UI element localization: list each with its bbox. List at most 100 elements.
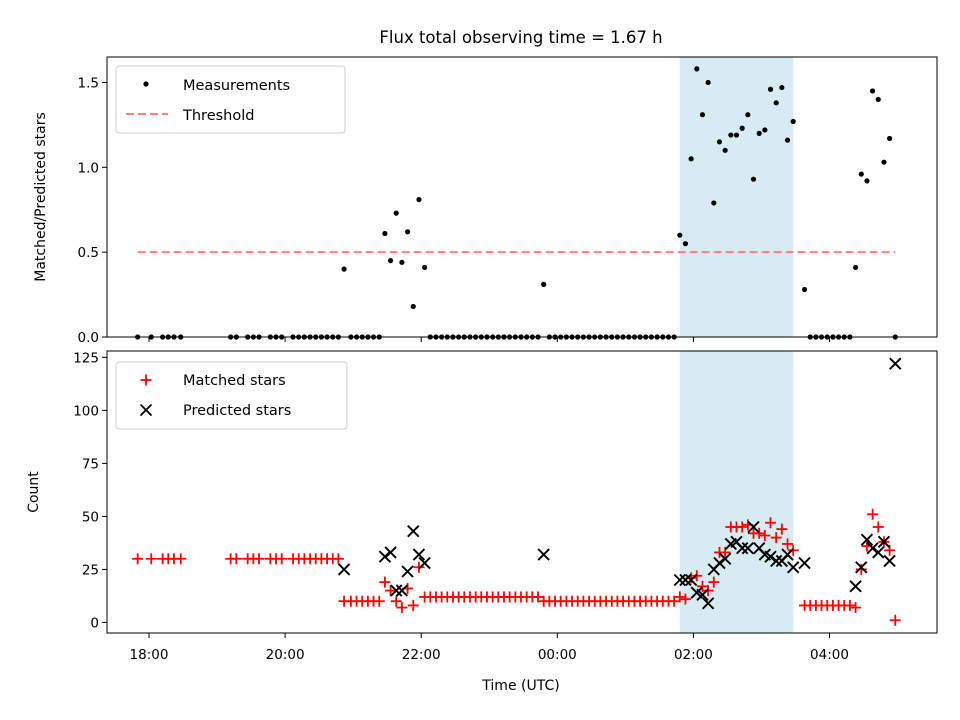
bottom-xtick-label: 22:00 <box>402 647 441 663</box>
x-b <box>690 586 703 599</box>
predicted-star-point <box>701 597 715 610</box>
x-b <box>730 535 743 548</box>
chart-title: Flux total observing time = 1.67 h <box>379 28 662 47</box>
top-ytick-label: 0.0 <box>78 330 99 346</box>
matched-star-point <box>889 614 901 626</box>
top-ytick-label: 0.5 <box>78 245 99 261</box>
bottom-xtick-label: 04:00 <box>810 647 849 663</box>
x-b <box>337 563 351 576</box>
top-highlight-span <box>679 57 794 337</box>
matched-star-point <box>679 593 691 605</box>
x-b <box>537 548 550 561</box>
matched-star-point <box>407 599 419 611</box>
measurement-point <box>416 196 422 203</box>
matched-star-point <box>782 538 794 550</box>
measurement-point <box>767 86 774 92</box>
measurement-point <box>410 303 416 310</box>
predicted-star-point <box>770 554 783 568</box>
matched-star-point <box>396 602 408 614</box>
matched-star-point <box>867 508 879 520</box>
bottom-highlight-span <box>679 351 794 633</box>
predicted-star-point <box>866 542 879 555</box>
measurement-point <box>750 176 757 182</box>
legend-matched-marker <box>140 374 152 386</box>
measurement-point <box>869 88 876 94</box>
x-b <box>770 554 783 568</box>
x-b <box>412 548 426 561</box>
predicted-star-point <box>537 548 550 561</box>
matched-star-point <box>872 521 884 533</box>
x-b <box>860 533 874 546</box>
legend-measurements-marker <box>143 81 149 87</box>
legend-threshold-label: Threshold <box>182 108 254 124</box>
bottom-ylabel: Count <box>26 471 42 513</box>
measurement-point <box>739 125 745 131</box>
x-b <box>753 542 766 555</box>
x-b <box>701 597 715 610</box>
bottom-xlabel: Time (UTC) <box>481 678 559 694</box>
predicted-star-point <box>883 554 896 568</box>
matched-star-point <box>844 599 856 611</box>
matched-star-point <box>787 544 799 556</box>
measurement-point <box>382 230 388 237</box>
measurement-point <box>404 229 411 235</box>
measurement-point <box>858 171 864 177</box>
measurement-point <box>688 156 694 162</box>
predicted-star-point <box>735 542 749 555</box>
bottom-ytick-label: 100 <box>73 403 99 419</box>
bottom-xaxis-ticks: 18:00 20:00 22:00 00:00 02:00 04:00 <box>130 633 849 663</box>
predicted-star-point <box>872 546 885 559</box>
measurement-point <box>694 66 700 72</box>
matched-star-point <box>759 529 771 541</box>
bottom-axes-frame <box>106 350 938 634</box>
bottom-ytick-label: 0 <box>90 615 99 631</box>
measurement-point <box>682 241 689 247</box>
legend-predicted-label: Predicted stars <box>183 403 291 419</box>
predicted-star-point <box>139 403 153 417</box>
x-b <box>679 573 692 587</box>
matched-star-point <box>753 527 765 539</box>
x-b <box>390 584 403 597</box>
matched-star-point <box>132 553 144 565</box>
bottom-xtick-label: 18:00 <box>130 647 169 663</box>
x-b <box>673 573 686 587</box>
matched-star-point <box>702 585 714 597</box>
top-xaxis-ticks <box>148 337 830 342</box>
x-b <box>872 546 885 559</box>
matched-star-point <box>850 602 862 614</box>
bottom-ytick-label: 25 <box>82 562 99 578</box>
predicted-star-point <box>787 561 800 574</box>
x-b <box>787 561 800 574</box>
predicted-stars-points <box>337 357 902 610</box>
x-b <box>401 565 414 578</box>
measurement-point <box>756 130 762 136</box>
matched-star-point <box>379 576 391 588</box>
predicted-star-point <box>798 556 811 570</box>
x-b <box>395 584 409 597</box>
x-b <box>684 573 698 587</box>
matched-star-point <box>175 553 187 565</box>
measurement-point <box>779 84 785 91</box>
matched-star-point <box>776 523 788 535</box>
bottom-legend: Matched stars Predicted stars <box>115 361 348 430</box>
legend-predicted-marker <box>139 403 153 417</box>
predicted-star-point <box>418 556 431 570</box>
measurement-point <box>887 135 893 142</box>
predicted-star-point <box>684 573 698 587</box>
x-b <box>855 561 868 574</box>
bottom-panel: 0 25 50 75 100 125 18:00 20:00 22:00 00:00 02:00 0… <box>26 350 938 694</box>
top-axes-frame <box>106 56 938 338</box>
predicted-star-point <box>781 548 794 561</box>
measurement-point <box>711 200 717 206</box>
measurement-point <box>784 137 791 143</box>
bottom-ytick-label: 50 <box>82 509 99 525</box>
matched-star-point <box>253 553 265 565</box>
predicted-star-point <box>337 563 351 576</box>
measurement-point <box>773 100 779 106</box>
top-legend: Measurements Threshold <box>115 65 346 134</box>
x-b <box>764 550 777 563</box>
matched-star-point <box>770 532 782 544</box>
matched-star-point <box>736 521 748 533</box>
bottom-legend-box <box>115 361 348 430</box>
